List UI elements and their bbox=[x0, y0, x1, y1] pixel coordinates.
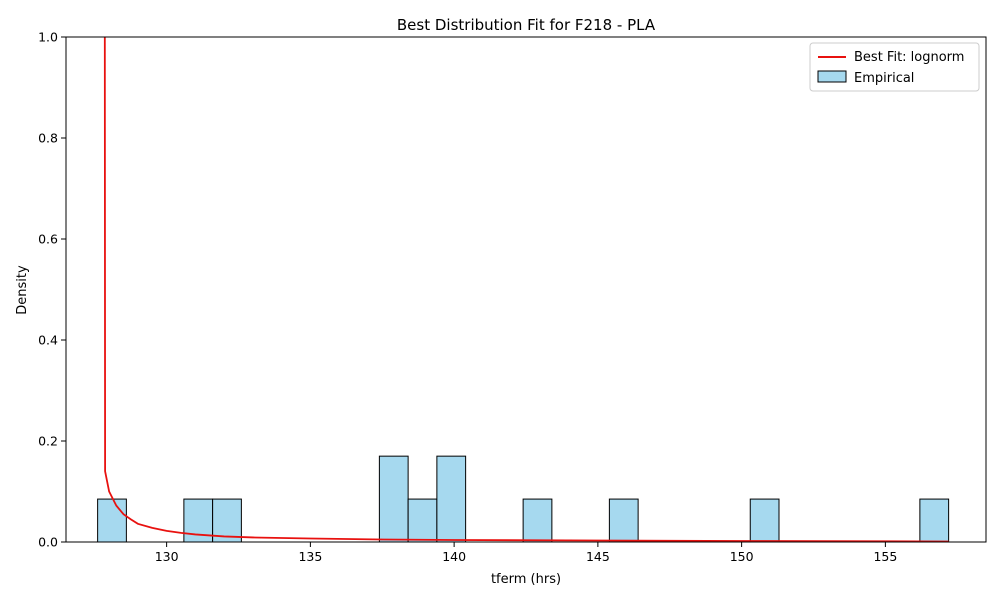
x-tick-label-2: 140 bbox=[442, 549, 466, 564]
histogram-bar-5 bbox=[436, 455, 467, 543]
legend-label-empirical: Empirical bbox=[854, 71, 914, 86]
y-axis-label: Density bbox=[15, 265, 30, 315]
histogram-bar-0 bbox=[97, 498, 127, 543]
x-tick-label-5: 155 bbox=[873, 549, 897, 564]
plot-area bbox=[97, 36, 950, 543]
histogram-bar-3 bbox=[378, 455, 409, 543]
histogram-bar-9 bbox=[919, 498, 950, 543]
y-tick-label-1: 0.2 bbox=[38, 434, 58, 449]
histogram-bar-7 bbox=[608, 498, 639, 543]
legend-box bbox=[809, 42, 980, 92]
y-axis: 0.0 0.2 0.4 0.6 0.8 1.0 bbox=[38, 30, 66, 550]
fit-line bbox=[103, 36, 949, 543]
legend-patch-swatch bbox=[817, 70, 847, 83]
axes-frame bbox=[65, 36, 987, 543]
histogram-bar-4 bbox=[407, 498, 438, 543]
y-tick-label-0: 0.0 bbox=[38, 535, 58, 550]
y-tick-label-4: 0.8 bbox=[38, 131, 58, 146]
legend-label-fit: Best Fit: lognorm bbox=[854, 50, 964, 65]
histogram-bar-2 bbox=[212, 498, 242, 543]
y-tick-label-5: 1.0 bbox=[38, 30, 58, 45]
x-tick-label-4: 150 bbox=[730, 549, 754, 564]
x-axis-label: tferm (hrs) bbox=[491, 572, 561, 587]
histogram-bar-6 bbox=[522, 498, 553, 543]
y-tick-label-3: 0.6 bbox=[38, 232, 58, 247]
chart-title: Best Distribution Fit for F218 - PLA bbox=[397, 16, 656, 34]
x-axis: 130 135 140 145 150 155 bbox=[155, 542, 897, 564]
x-tick-label-3: 145 bbox=[586, 549, 610, 564]
x-tick-label-0: 130 bbox=[155, 549, 179, 564]
y-tick-label-2: 0.4 bbox=[38, 333, 58, 348]
histogram-bar-8 bbox=[749, 498, 780, 543]
x-tick-label-1: 135 bbox=[298, 549, 322, 564]
legend: Best Fit: lognorm Empirical bbox=[809, 42, 980, 92]
